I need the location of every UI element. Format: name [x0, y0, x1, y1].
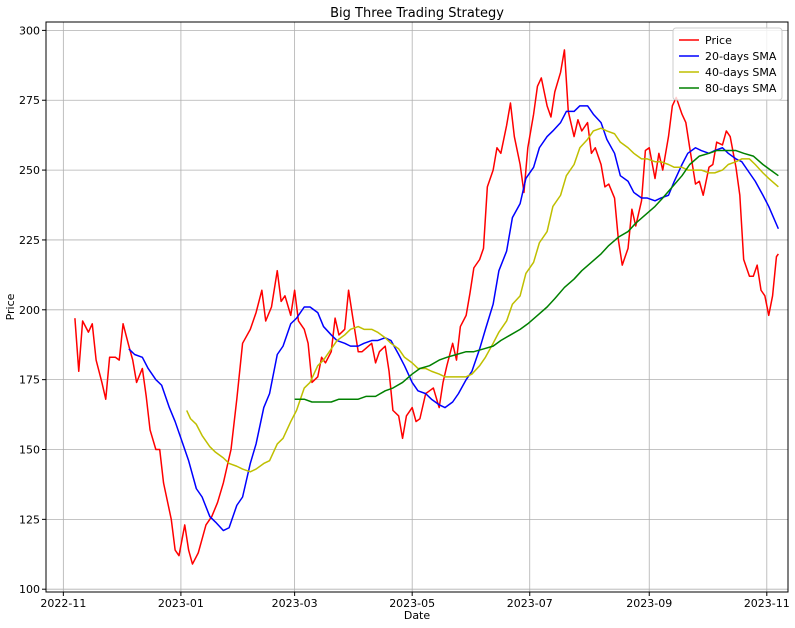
x-tick-label: 2023-09 — [626, 597, 672, 610]
y-tick-label: 150 — [19, 444, 40, 457]
legend-entry-label: 20-days SMA — [705, 50, 777, 63]
y-tick-label: 125 — [19, 513, 40, 526]
y-tick-label: 250 — [19, 164, 40, 177]
chart-title: Big Three Trading Strategy — [330, 6, 504, 21]
series-line-40-days-sma — [186, 127, 779, 473]
x-tick-label: 2023-11 — [744, 597, 790, 610]
x-tick-label: 2022-11 — [40, 597, 86, 610]
y-tick-label: 275 — [19, 94, 40, 107]
y-tick-label: 175 — [19, 374, 40, 387]
legend-entry-label: Price — [705, 34, 732, 47]
y-tick-label: 200 — [19, 304, 40, 317]
y-tick-label: 225 — [19, 234, 40, 247]
series-lines — [74, 49, 780, 565]
x-tick-label: 2023-05 — [389, 597, 435, 610]
grid — [46, 22, 788, 592]
x-tick-label: 2023-03 — [272, 597, 318, 610]
x-axis-label: Date — [404, 609, 431, 622]
legend-entry-label: 80-days SMA — [705, 82, 777, 95]
legend-box — [672, 27, 783, 101]
x-tick-label: 2023-01 — [158, 597, 204, 610]
series-line-price — [74, 49, 779, 565]
series-line-20-days-sma — [128, 105, 780, 532]
y-tick-label: 300 — [19, 24, 40, 37]
y-axis-label: Price — [4, 293, 17, 320]
ticks: 2022-11 2023-01 2023-03 2023-05 2023-07 2023-… — [19, 24, 790, 610]
y-tick-label: 100 — [19, 583, 40, 596]
legend-entry-label: 40-days SMA — [705, 66, 777, 79]
series-line-80-days-sma — [294, 149, 779, 403]
x-tick-label: 2023-07 — [507, 597, 553, 610]
legend: Price 20-days SMA 40-days SMA 80-days SMA — [672, 27, 783, 101]
plot-frame — [45, 21, 789, 593]
